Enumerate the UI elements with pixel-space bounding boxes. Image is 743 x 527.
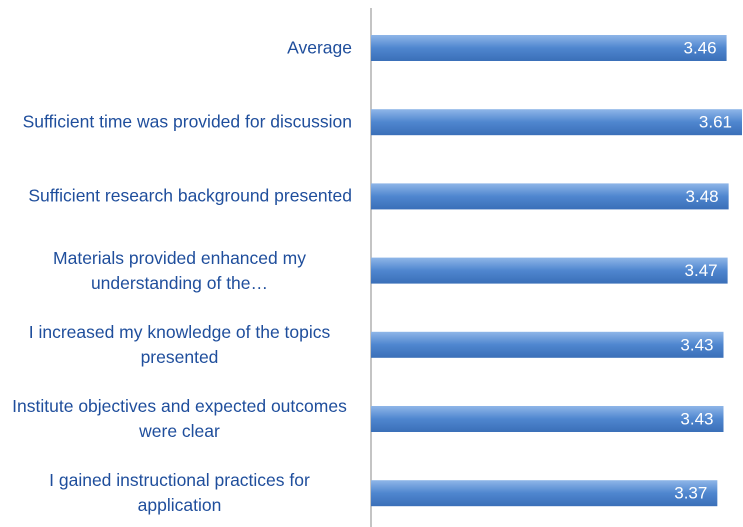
value-label: 3.43 [680,409,713,428]
category-text: Average [287,37,352,58]
bar [371,257,728,284]
category-text: Materials provided enhanced my understan… [53,247,306,293]
category-text: Sufficient time was provided for discuss… [22,111,352,132]
value-label: 3.47 [685,261,718,280]
category-label: I gained instructional practices for app… [0,468,352,518]
bar [371,35,727,61]
bar [371,480,718,507]
value-label: 3.46 [683,38,716,57]
category-label: Sufficient time was provided for discuss… [0,110,352,135]
value-label: 3.37 [674,484,707,503]
bar [371,331,724,358]
category-label: Average [0,36,352,61]
value-label: 3.48 [686,187,719,206]
category-label: Institute objectives and expected outcom… [0,394,352,444]
value-label: 3.43 [680,335,713,354]
category-label: Sufficient research background presented [0,184,352,209]
category-text: I gained instructional practices for app… [49,470,310,516]
category-text: I increased my knowledge of the topics p… [28,321,331,367]
bar [371,109,742,136]
category-text: Sufficient research background presented [28,185,352,206]
value-label: 3.61 [699,113,732,132]
bar [371,406,724,432]
category-label: I increased my knowledge of the topics p… [0,320,352,370]
category-label: Materials provided enhanced my understan… [0,246,352,296]
category-text: Institute objectives and expected outcom… [12,396,347,441]
bar [371,183,729,210]
